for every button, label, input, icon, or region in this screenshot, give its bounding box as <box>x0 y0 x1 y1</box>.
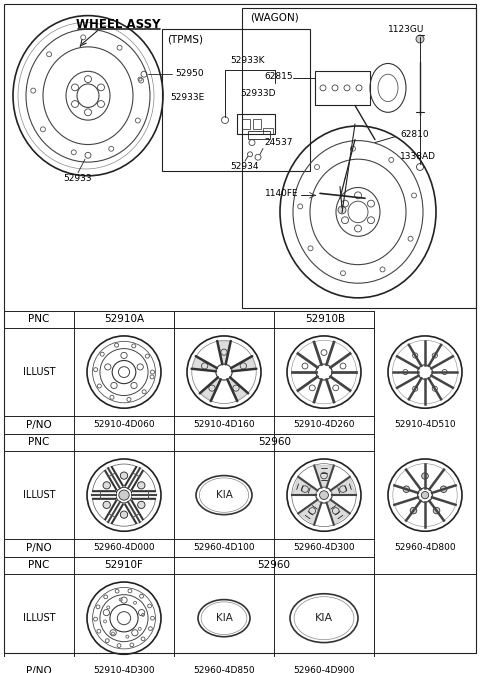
Circle shape <box>410 507 417 514</box>
Text: 52960: 52960 <box>257 561 290 571</box>
Text: 1140FE: 1140FE <box>265 189 299 198</box>
Text: P/NO: P/NO <box>26 666 52 673</box>
Text: 52960-4D900: 52960-4D900 <box>293 666 355 673</box>
Text: 62815: 62815 <box>264 71 293 81</box>
Text: 52933E: 52933E <box>170 93 204 102</box>
Polygon shape <box>292 477 317 495</box>
Text: ILLUST: ILLUST <box>23 613 55 623</box>
Text: 1123GU: 1123GU <box>388 25 424 34</box>
Polygon shape <box>200 378 220 401</box>
Text: KIA: KIA <box>216 490 232 500</box>
Circle shape <box>338 206 346 214</box>
Polygon shape <box>326 500 350 525</box>
Text: 52910B: 52910B <box>305 314 345 324</box>
Circle shape <box>416 35 424 43</box>
Text: PNC: PNC <box>28 561 50 571</box>
Polygon shape <box>314 466 334 487</box>
Circle shape <box>333 507 339 514</box>
Text: (WAGON): (WAGON) <box>250 13 299 23</box>
Circle shape <box>138 482 145 489</box>
Text: 52910-4D300: 52910-4D300 <box>93 666 155 673</box>
Circle shape <box>120 472 128 479</box>
Text: 52960-4D800: 52960-4D800 <box>394 543 456 553</box>
Text: 1338AD: 1338AD <box>400 151 436 161</box>
Text: 24537: 24537 <box>264 138 292 147</box>
Circle shape <box>138 501 145 509</box>
Text: 52910-4D060: 52910-4D060 <box>93 421 155 429</box>
Text: 62810: 62810 <box>400 131 429 139</box>
Text: 52960-4D100: 52960-4D100 <box>193 543 255 553</box>
Text: ILLUST: ILLUST <box>23 367 55 377</box>
Bar <box>242 119 250 129</box>
Bar <box>315 71 370 106</box>
Text: (TPMS): (TPMS) <box>167 34 203 44</box>
Text: 52934: 52934 <box>231 162 259 170</box>
Polygon shape <box>228 378 248 401</box>
Text: P/NO: P/NO <box>26 543 52 553</box>
Text: 52933D: 52933D <box>240 90 276 98</box>
Polygon shape <box>231 356 256 371</box>
Circle shape <box>120 511 128 518</box>
Text: WHEEL ASSY: WHEEL ASSY <box>76 18 160 31</box>
Text: 52910-4D160: 52910-4D160 <box>193 421 255 429</box>
Circle shape <box>103 482 110 489</box>
Text: 52960-4D850: 52960-4D850 <box>193 666 255 673</box>
Bar <box>237 114 275 134</box>
Bar <box>162 30 310 171</box>
Text: 52960: 52960 <box>259 437 291 448</box>
Circle shape <box>119 490 129 500</box>
Text: 52910-4D260: 52910-4D260 <box>293 421 355 429</box>
Text: 52960-4D000: 52960-4D000 <box>93 543 155 553</box>
Bar <box>263 128 273 134</box>
Polygon shape <box>298 500 322 525</box>
Circle shape <box>309 507 315 514</box>
Circle shape <box>433 507 440 514</box>
Polygon shape <box>192 356 216 371</box>
Circle shape <box>340 486 347 493</box>
Text: 52910F: 52910F <box>105 561 144 571</box>
Text: 52910A: 52910A <box>104 314 144 324</box>
Bar <box>242 8 476 308</box>
Circle shape <box>440 486 447 493</box>
Text: 52933K: 52933K <box>230 56 264 65</box>
Bar <box>253 119 261 129</box>
Text: P/NO: P/NO <box>26 420 52 430</box>
Circle shape <box>421 472 428 479</box>
Circle shape <box>320 491 328 499</box>
Text: KIA: KIA <box>216 613 232 623</box>
Text: 52950: 52950 <box>175 69 204 78</box>
Bar <box>248 131 270 139</box>
Text: 52960-4D300: 52960-4D300 <box>293 543 355 553</box>
Text: PNC: PNC <box>28 314 50 324</box>
Text: 52933: 52933 <box>64 174 92 183</box>
Text: KIA: KIA <box>315 613 333 623</box>
Text: 52910-4D510: 52910-4D510 <box>394 421 456 429</box>
Text: ILLUST: ILLUST <box>23 490 55 500</box>
Circle shape <box>301 486 308 493</box>
Text: PNC: PNC <box>28 437 50 448</box>
Circle shape <box>321 472 327 479</box>
Circle shape <box>403 486 409 493</box>
Circle shape <box>421 491 429 499</box>
Polygon shape <box>217 341 231 364</box>
Polygon shape <box>331 477 356 495</box>
Circle shape <box>103 501 110 509</box>
